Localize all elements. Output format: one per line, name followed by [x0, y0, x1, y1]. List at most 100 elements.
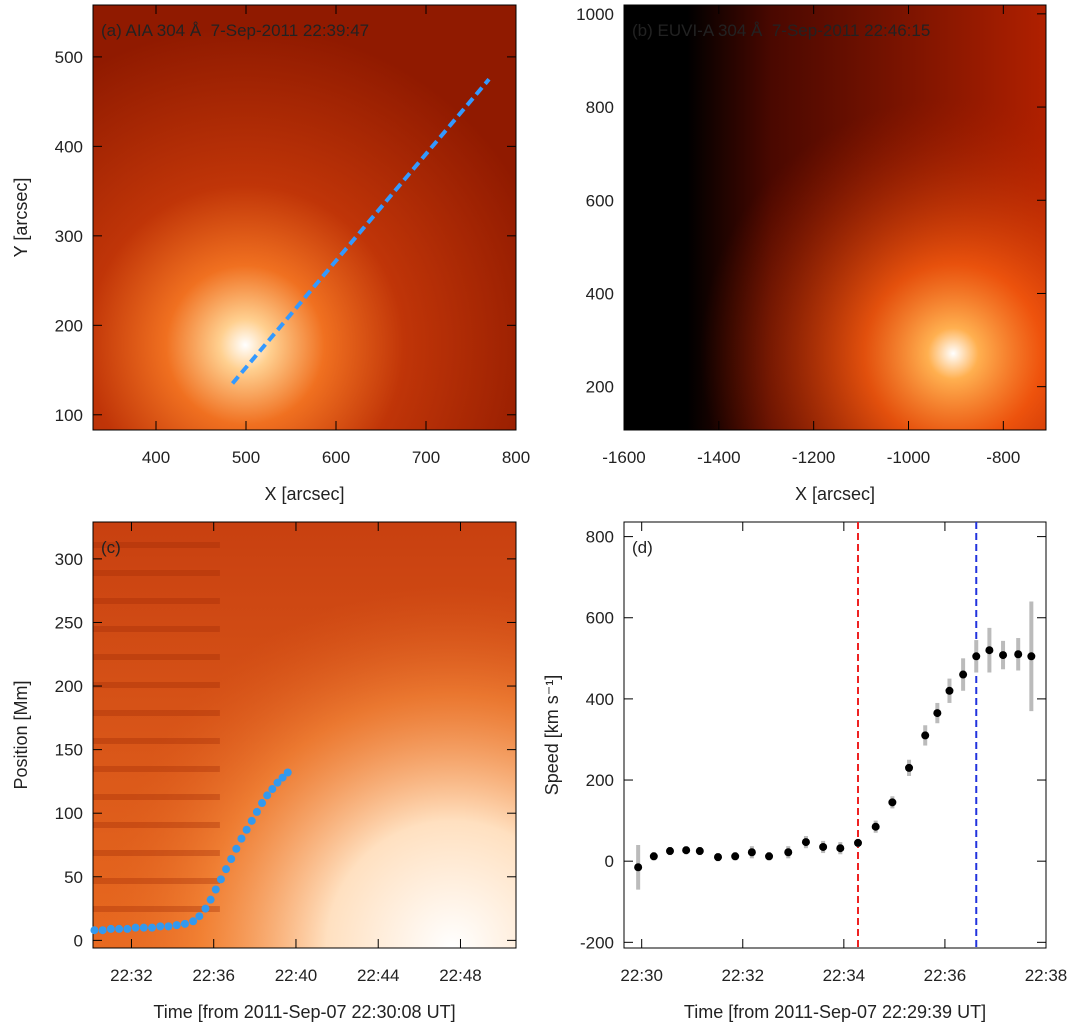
map-stripe	[93, 598, 220, 604]
x-tick-label: 22:36	[192, 966, 235, 985]
data-point	[139, 923, 148, 932]
data-point	[164, 922, 173, 931]
map-stripe	[93, 570, 220, 576]
data-point	[871, 822, 880, 831]
y-tick-label: 100	[55, 804, 83, 823]
y-tick-label: -200	[580, 933, 614, 952]
data-point	[634, 863, 643, 872]
data-point	[252, 807, 261, 816]
y-tick-label: 800	[586, 528, 614, 547]
y-tick-label: 400	[55, 137, 83, 156]
y-tick-label: 50	[64, 868, 83, 887]
data-point	[131, 923, 140, 932]
x-tick-label: -800	[986, 448, 1020, 467]
x-axis-label: Time [from 2011-Sep-07 22:30:08 UT]	[153, 1002, 455, 1022]
map-stripe	[93, 794, 220, 800]
map-stripe	[93, 626, 220, 632]
y-tick-label: 600	[586, 609, 614, 628]
panel-title: (c)	[101, 538, 121, 557]
image-background	[93, 522, 516, 948]
data-point	[247, 816, 256, 825]
data-point	[156, 922, 165, 931]
data-point	[201, 904, 210, 913]
data-point	[853, 838, 862, 847]
plot-frame	[92, 4, 517, 431]
data-point	[801, 838, 810, 847]
map-stripe	[93, 738, 220, 744]
y-tick-label: 600	[586, 191, 614, 210]
image-background	[93, 5, 516, 430]
data-point	[227, 854, 236, 863]
x-tick-label: -1600	[602, 448, 645, 467]
x-tick-label: 22:44	[357, 966, 400, 985]
data-point	[921, 731, 930, 740]
data-point	[765, 852, 774, 861]
data-point	[784, 848, 793, 857]
data-point	[273, 778, 282, 787]
slit-line	[230, 77, 491, 385]
x-tick-label: 500	[232, 448, 260, 467]
data-point	[180, 919, 189, 928]
data-point	[278, 773, 287, 782]
y-tick-label: 0	[74, 931, 83, 950]
map-stripe	[93, 682, 220, 688]
y-tick-label: 800	[586, 98, 614, 117]
data-point	[649, 852, 658, 861]
data-point	[206, 895, 215, 904]
map-stripe	[93, 906, 220, 912]
data-point	[985, 646, 994, 655]
image-background	[624, 5, 1046, 430]
data-point	[1014, 650, 1023, 659]
y-tick-label: 400	[586, 690, 614, 709]
y-tick-label: 200	[586, 378, 614, 397]
y-tick-label: 100	[55, 406, 83, 425]
y-tick-label: 300	[55, 550, 83, 569]
data-point	[665, 847, 674, 856]
x-tick-label: 22:36	[924, 966, 967, 985]
data-point	[90, 926, 99, 935]
data-point	[216, 875, 225, 884]
data-point	[682, 846, 691, 855]
data-point	[106, 924, 115, 933]
data-point	[283, 768, 292, 777]
data-point	[945, 686, 954, 695]
panel-title: (a) AIA 304 Å 7-Sep-2011 22:39:47	[101, 21, 369, 40]
y-tick-label: 300	[55, 227, 83, 246]
y-axis-label: Position [Mm]	[11, 680, 31, 789]
data-point	[237, 834, 246, 843]
panel-title: (d)	[632, 538, 653, 557]
x-tick-label: 22:32	[110, 966, 153, 985]
x-tick-label: 22:30	[620, 966, 663, 985]
data-point	[222, 865, 231, 874]
map-stripe	[93, 850, 220, 856]
y-tick-label: 250	[55, 613, 83, 632]
map-stripe	[93, 710, 220, 716]
map-stripe	[93, 766, 220, 772]
y-tick-label: 0	[605, 852, 614, 871]
x-axis-label: Time [from 2011-Sep-07 22:29:39 UT]	[684, 1002, 986, 1022]
data-point	[836, 844, 845, 853]
x-tick-label: 22:32	[721, 966, 764, 985]
data-point	[98, 926, 107, 935]
map-stripe	[93, 542, 220, 548]
plot-frame	[92, 521, 517, 949]
y-tick-label: 200	[55, 316, 83, 335]
y-axis-label: Y [arcsec]	[11, 178, 31, 258]
map-stripe	[93, 878, 220, 884]
x-tick-label: 800	[502, 448, 530, 467]
data-point	[211, 885, 220, 894]
data-point	[263, 791, 272, 800]
x-tick-label: -1200	[792, 448, 835, 467]
data-point	[959, 670, 968, 679]
data-point	[933, 709, 942, 718]
map-stripe	[93, 822, 220, 828]
x-tick-label: 400	[142, 448, 170, 467]
x-tick-label: 22:38	[1025, 966, 1068, 985]
y-tick-label: 200	[586, 771, 614, 790]
y-axis-label: Speed [km s⁻¹]	[542, 675, 562, 796]
data-point	[232, 844, 241, 853]
map-stripe	[93, 654, 220, 660]
x-axis-label: X [arcsec]	[264, 484, 344, 504]
